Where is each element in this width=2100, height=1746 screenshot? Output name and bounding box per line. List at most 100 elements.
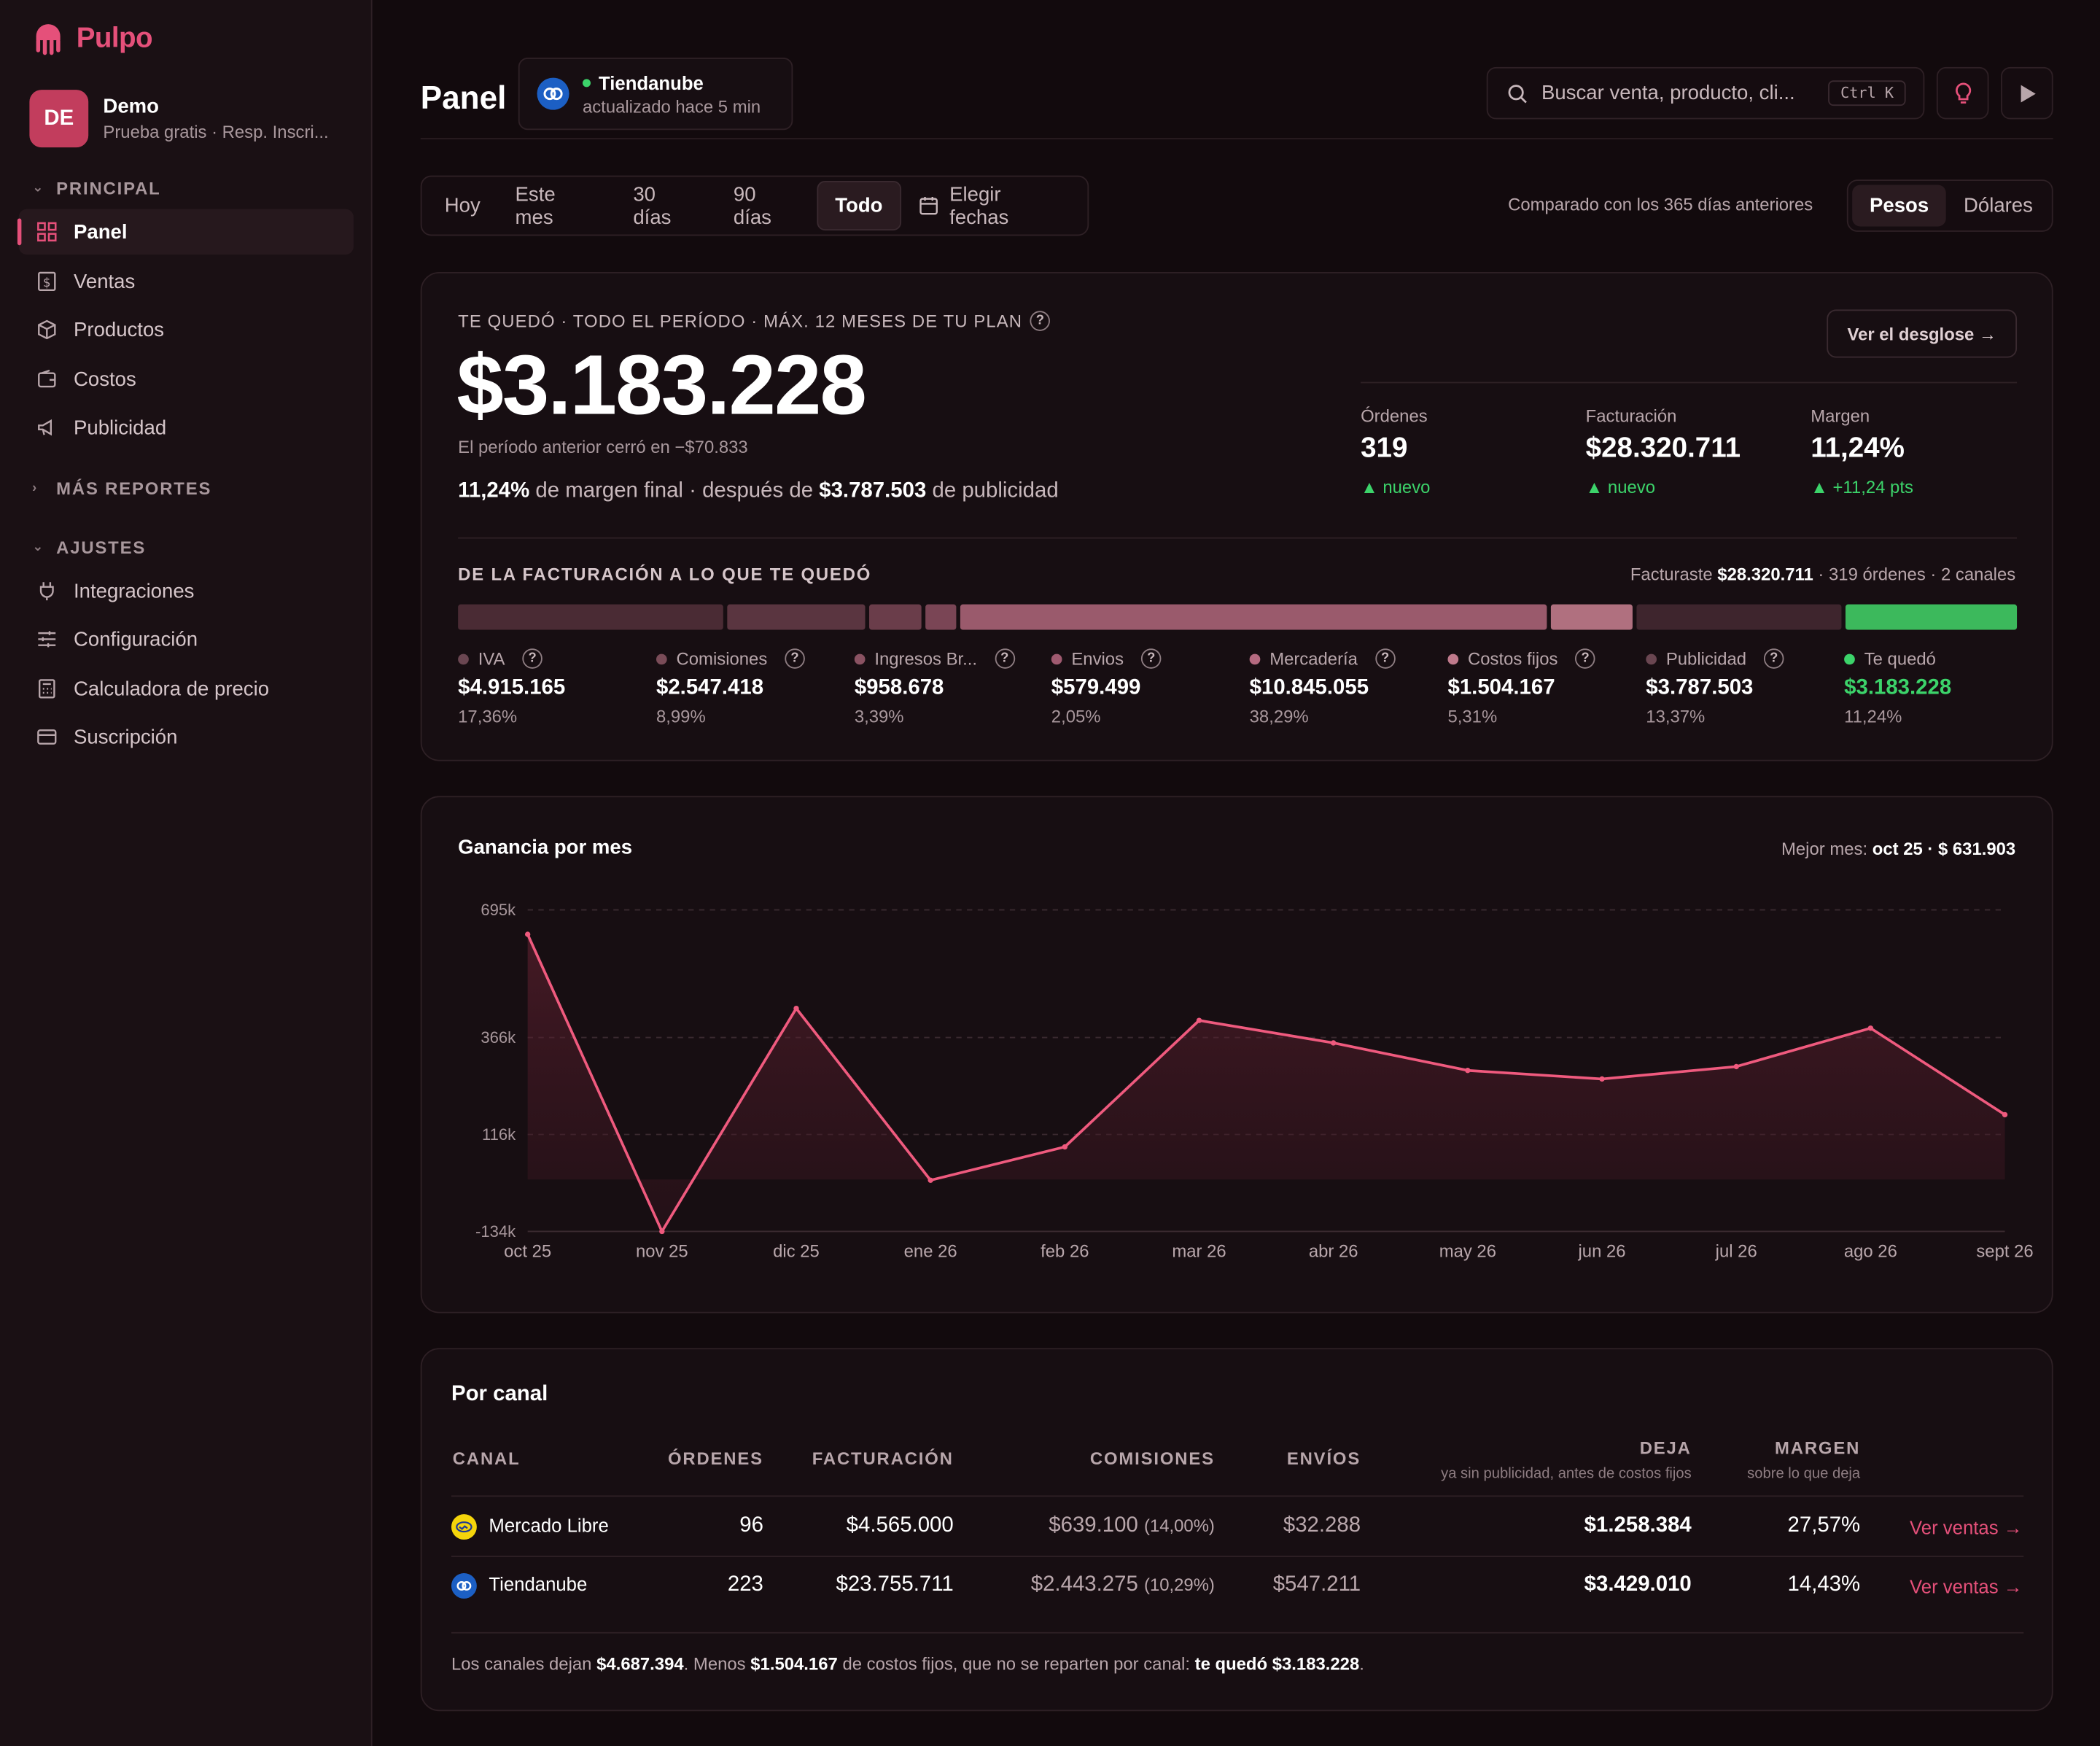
mercadolibre-logo-icon: [451, 1514, 477, 1540]
sidebar-item-costos[interactable]: Costos: [19, 357, 354, 402]
tiendanube-logo-icon: [451, 1572, 477, 1599]
range-hoy[interactable]: Hoy: [444, 194, 481, 217]
avatar: DE: [29, 90, 89, 148]
series-line: [526, 934, 2006, 1233]
sliders-icon: [38, 631, 56, 648]
waterfall-segment[interactable]: [869, 604, 922, 630]
help-icon[interactable]: ?: [1030, 311, 1051, 331]
data-point: [1465, 1068, 1471, 1074]
section-label: MÁS REPORTES: [56, 478, 212, 499]
ver-ventas-link[interactable]: Ver ventas →: [1910, 1575, 2023, 1598]
help-icon[interactable]: ?: [1763, 648, 1784, 669]
stat-value: 11,24%: [1811, 432, 1905, 464]
flow-summary-prefix: Facturaste: [1630, 564, 1713, 585]
grid-icon: [37, 222, 57, 242]
account-name: Demo: [103, 95, 159, 118]
waterfall-segment[interactable]: [1636, 604, 1841, 630]
help-icon[interactable]: ?: [522, 648, 542, 669]
sidebar-item-panel[interactable]: Panel: [17, 209, 354, 255]
range-90-dias[interactable]: 90 días: [733, 182, 771, 229]
sidebar-item-publicidad[interactable]: Publicidad: [19, 405, 354, 450]
tips-button[interactable]: [1936, 66, 1989, 120]
col-margen[interactable]: MARGEN: [1775, 1437, 1861, 1458]
divider: [1361, 381, 2018, 384]
footer-text: de costos fijos, que no se reparten por …: [842, 1653, 1190, 1674]
store-status-pill[interactable]: Tiendanube actualizado hace 5 min: [518, 58, 793, 131]
breakdown-button[interactable]: Ver el desglose →: [1827, 309, 2018, 358]
chevron-down-icon: ⌄: [32, 181, 45, 196]
section-mas-reportes[interactable]: › MÁS REPORTES: [32, 478, 211, 499]
footer-amount: te quedó $3.183.228: [1194, 1653, 1360, 1674]
section-principal[interactable]: ⌄ PRINCIPAL: [32, 178, 161, 198]
flow-item-pct: 38,29%: [1249, 706, 1309, 726]
col-deja[interactable]: DEJA: [1639, 1437, 1692, 1458]
currency-pesos[interactable]: Pesos: [1852, 185, 1947, 227]
section-ajustes[interactable]: ⌄ AJUSTES: [32, 538, 146, 558]
previous-period: El período anterior cerró en −$70.833: [458, 436, 748, 457]
col-envios[interactable]: ENVÍOS: [1286, 1448, 1361, 1469]
help-icon[interactable]: ?: [1374, 648, 1396, 669]
stat-label: Órdenes: [1361, 406, 1428, 427]
data-point: [928, 1177, 933, 1183]
help-icon[interactable]: ?: [1575, 648, 1595, 669]
flow-item-value: $2.547.418: [656, 676, 764, 700]
data-point: [1062, 1144, 1068, 1150]
currency-dolares[interactable]: Dólares: [1963, 194, 2033, 217]
x-tick-label: ene 26: [904, 1241, 957, 1261]
range-todo[interactable]: Todo: [816, 181, 902, 231]
flow-item-name: Comisiones: [676, 648, 768, 669]
divider: [451, 1556, 2024, 1557]
cell-facturacion: $23.755.711: [836, 1572, 954, 1596]
commission-amount: $2.443.275: [1030, 1572, 1138, 1596]
flow-item-pct: 13,37%: [1646, 706, 1706, 726]
cell-ordenes: 96: [739, 1514, 763, 1537]
col-canal[interactable]: CANAL: [452, 1448, 521, 1469]
col-ordenes[interactable]: ÓRDENES: [667, 1448, 763, 1469]
data-point: [524, 931, 531, 937]
range-este-mes[interactable]: Este mes: [515, 182, 556, 229]
ver-ventas-link[interactable]: Ver ventas →: [1910, 1516, 2023, 1539]
kpi-eyebrow-text: TE QUEDÓ · TODO EL PERÍODO · MÁX. 12 MES…: [458, 311, 1023, 331]
range-custom-button[interactable]: Elegir fechas: [901, 181, 1082, 230]
data-point: [659, 1228, 665, 1235]
waterfall-segment[interactable]: [458, 604, 724, 630]
range-30-dias[interactable]: 30 días: [633, 182, 672, 229]
stat-margen: Margen 11,24% ▲ +11,24 pts: [1811, 406, 1913, 497]
help-icon[interactable]: ?: [994, 648, 1015, 669]
col-facturacion[interactable]: FACTURACIÓN: [812, 1448, 954, 1469]
flow-title: DE LA FACTURACIÓN A LO QUE TE QUEDÓ: [458, 564, 872, 585]
data-point: [2002, 1111, 2008, 1118]
receipt-dollar-icon: $: [38, 271, 56, 291]
search-input[interactable]: Buscar venta, producto, cli...: [1541, 82, 1795, 105]
flow-item-value: $10.845.055: [1249, 676, 1369, 700]
online-status-dot: [582, 78, 591, 87]
waterfall-segment[interactable]: [1550, 604, 1633, 630]
sidebar-item-configuracion[interactable]: Configuración: [19, 616, 354, 661]
video-tour-button[interactable]: [2001, 66, 2053, 120]
brand-logo[interactable]: Pulpo: [32, 21, 153, 56]
sidebar-item-suscripcion[interactable]: Suscripción: [19, 714, 354, 759]
commission-pct: (14,00%): [1144, 1515, 1215, 1536]
help-icon[interactable]: ?: [785, 648, 805, 669]
sidebar-item-ventas[interactable]: $ Ventas: [19, 259, 354, 304]
sidebar-item-integraciones[interactable]: Integraciones: [19, 568, 354, 613]
col-comisiones[interactable]: COMISIONES: [1089, 1448, 1215, 1469]
account-switcher[interactable]: DE Demo Prueba gratis · Resp. Inscri...: [29, 90, 329, 148]
x-tick-label: nov 25: [636, 1241, 688, 1261]
best-month: Mejor mes: oct 25 · $ 631.903: [1781, 839, 2015, 859]
help-icon[interactable]: ?: [1140, 648, 1162, 669]
search-shortcut: Ctrl K: [1828, 80, 1906, 106]
search-box[interactable]: Buscar venta, producto, cli... Ctrl K: [1486, 66, 1925, 120]
waterfall-segment[interactable]: [925, 604, 957, 630]
waterfall-segment[interactable]: [728, 604, 866, 630]
x-tick-label: oct 25: [504, 1241, 551, 1261]
waterfall-segment[interactable]: [1845, 604, 2018, 630]
x-tick-label: jul 26: [1715, 1241, 1757, 1261]
store-name: Tiendanube: [599, 71, 704, 93]
sidebar-item-productos[interactable]: Productos: [19, 307, 354, 352]
waterfall-segment[interactable]: [960, 604, 1547, 630]
sidebar-item-calculadora[interactable]: Calculadora de precio: [19, 666, 354, 711]
sidebar-item-label: Publicidad: [74, 416, 167, 439]
footer-text: .: [1359, 1653, 1364, 1674]
flow-item-pct: 17,36%: [458, 706, 518, 726]
